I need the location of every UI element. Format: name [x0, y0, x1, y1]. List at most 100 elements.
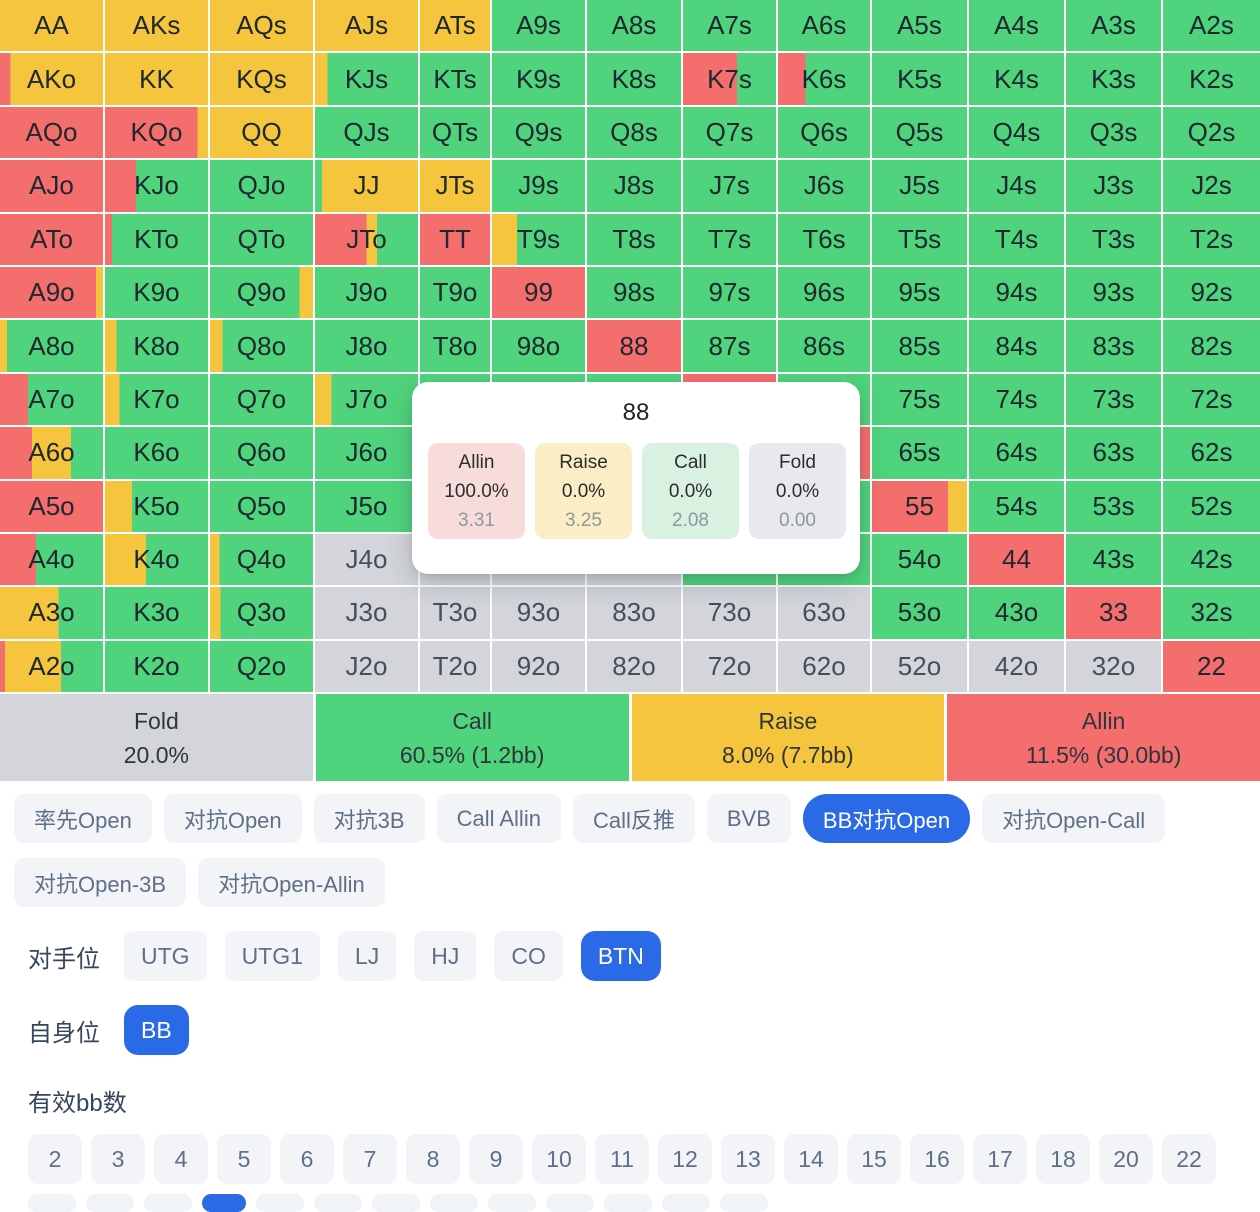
- hand-cell-T4s[interactable]: T4s: [969, 213, 1066, 267]
- hand-cell-94s[interactable]: 94s: [969, 266, 1066, 321]
- hand-cell-T8o[interactable]: T8o: [420, 320, 492, 374]
- bb-option-cutoff-4[interactable]: [256, 1194, 304, 1212]
- hand-cell-K9o[interactable]: K9o: [105, 266, 210, 321]
- hand-cell-44[interactable]: 44: [969, 533, 1066, 588]
- hand-cell-A9o[interactable]: A9o: [0, 266, 105, 321]
- hand-cell-32o[interactable]: 32o: [1066, 640, 1163, 695]
- scenario-tab-对抗open-call[interactable]: 对抗Open-Call: [982, 794, 1166, 843]
- hand-cell-A6s[interactable]: A6s: [778, 0, 872, 54]
- bb-option-cutoff-2[interactable]: [144, 1194, 192, 1212]
- hand-cell-98o[interactable]: 98o: [492, 320, 587, 374]
- bb-option-11[interactable]: 11: [595, 1134, 649, 1184]
- hand-cell-55[interactable]: 55: [872, 480, 969, 534]
- hand-cell-95s[interactable]: 95s: [872, 266, 969, 321]
- hand-cell-J6s[interactable]: J6s: [778, 160, 872, 214]
- hand-cell-K6o[interactable]: K6o: [105, 427, 210, 481]
- hand-cell-J6o[interactable]: J6o: [315, 427, 420, 481]
- hand-cell-43o[interactable]: 43o: [969, 587, 1066, 641]
- hand-cell-AJs[interactable]: AJs: [315, 0, 420, 54]
- hand-cell-98s[interactable]: 98s: [587, 266, 683, 321]
- hand-cell-T7s[interactable]: T7s: [683, 213, 778, 267]
- hand-cell-J3s[interactable]: J3s: [1066, 160, 1163, 214]
- bb-option-9[interactable]: 9: [469, 1134, 523, 1184]
- hand-cell-A7s[interactable]: A7s: [683, 0, 778, 54]
- hand-cell-KTs[interactable]: KTs: [420, 53, 492, 107]
- hand-cell-K3s[interactable]: K3s: [1066, 53, 1163, 107]
- hand-cell-93o[interactable]: 93o: [492, 587, 587, 641]
- hand-cell-99[interactable]: 99: [492, 266, 587, 321]
- hand-cell-K5o[interactable]: K5o: [105, 480, 210, 534]
- hand-cell-52o[interactable]: 52o: [872, 640, 969, 695]
- hand-cell-KJs[interactable]: KJs: [315, 53, 420, 107]
- opponent-position-co[interactable]: CO: [494, 931, 563, 981]
- hand-cell-K5s[interactable]: K5s: [872, 53, 969, 107]
- hand-cell-22[interactable]: 22: [1163, 640, 1260, 695]
- hand-cell-J7s[interactable]: J7s: [683, 160, 778, 214]
- hand-cell-AQo[interactable]: AQo: [0, 106, 105, 161]
- hand-cell-JJ[interactable]: JJ: [315, 160, 420, 214]
- scenario-tab-bb对抗open[interactable]: BB对抗Open: [802, 794, 971, 843]
- hand-cell-A5s[interactable]: A5s: [872, 0, 969, 54]
- hand-cell-65s[interactable]: 65s: [872, 427, 969, 481]
- hand-cell-93s[interactable]: 93s: [1066, 266, 1163, 321]
- hand-cell-J2o[interactable]: J2o: [315, 640, 420, 695]
- scenario-tab-bvb[interactable]: BVB: [706, 794, 791, 843]
- hand-cell-A8s[interactable]: A8s: [587, 0, 683, 54]
- hand-cell-KQs[interactable]: KQs: [210, 53, 315, 107]
- hand-cell-83o[interactable]: 83o: [587, 587, 683, 641]
- hand-cell-53s[interactable]: 53s: [1066, 480, 1163, 534]
- hand-cell-73s[interactable]: 73s: [1066, 373, 1163, 428]
- scenario-tab-call反推[interactable]: Call反推: [572, 794, 695, 843]
- bb-option-12[interactable]: 12: [658, 1134, 712, 1184]
- hand-cell-87s[interactable]: 87s: [683, 320, 778, 374]
- hand-cell-KK[interactable]: KK: [105, 53, 210, 107]
- bb-option-cutoff-0[interactable]: [28, 1194, 76, 1212]
- hand-cell-Q2o[interactable]: Q2o: [210, 640, 315, 695]
- hand-cell-74s[interactable]: 74s: [969, 373, 1066, 428]
- bb-option-16[interactable]: 16: [910, 1134, 964, 1184]
- hand-cell-83s[interactable]: 83s: [1066, 320, 1163, 374]
- bb-option-cutoff-1[interactable]: [86, 1194, 134, 1212]
- bb-option-cutoff-10[interactable]: [604, 1194, 652, 1212]
- hand-cell-K3o[interactable]: K3o: [105, 587, 210, 641]
- hand-cell-Q3o[interactable]: Q3o: [210, 587, 315, 641]
- hand-cell-A8o[interactable]: A8o: [0, 320, 105, 374]
- hand-cell-52s[interactable]: 52s: [1163, 480, 1260, 534]
- hand-cell-73o[interactable]: 73o: [683, 587, 778, 641]
- bb-option-15[interactable]: 15: [847, 1134, 901, 1184]
- hand-cell-Q2s[interactable]: Q2s: [1163, 106, 1260, 161]
- bb-option-17[interactable]: 17: [973, 1134, 1027, 1184]
- hand-cell-QQ[interactable]: QQ: [210, 106, 315, 161]
- hand-cell-86s[interactable]: 86s: [778, 320, 872, 374]
- hand-cell-K4s[interactable]: K4s: [969, 53, 1066, 107]
- hand-cell-62o[interactable]: 62o: [778, 640, 872, 695]
- hand-cell-K6s[interactable]: K6s: [778, 53, 872, 107]
- hand-cell-Q5s[interactable]: Q5s: [872, 106, 969, 161]
- hand-cell-54o[interactable]: 54o: [872, 533, 969, 588]
- hand-cell-A3s[interactable]: A3s: [1066, 0, 1163, 54]
- bb-option-22[interactable]: 22: [1162, 1134, 1216, 1184]
- hand-cell-Q7s[interactable]: Q7s: [683, 106, 778, 161]
- hand-cell-KQo[interactable]: KQo: [105, 106, 210, 161]
- hand-cell-K7o[interactable]: K7o: [105, 373, 210, 428]
- scenario-tab-对抗open[interactable]: 对抗Open: [163, 794, 302, 843]
- hand-cell-54s[interactable]: 54s: [969, 480, 1066, 534]
- bb-option-cutoff-3[interactable]: [202, 1194, 246, 1212]
- scenario-tab-call-allin[interactable]: Call Allin: [436, 794, 561, 843]
- bb-option-4[interactable]: 4: [154, 1134, 208, 1184]
- hand-cell-QJs[interactable]: QJs: [315, 106, 420, 161]
- hand-cell-K8o[interactable]: K8o: [105, 320, 210, 374]
- hand-cell-63o[interactable]: 63o: [778, 587, 872, 641]
- hand-cell-K2o[interactable]: K2o: [105, 640, 210, 695]
- bb-option-cutoff-5[interactable]: [314, 1194, 362, 1212]
- hand-cell-A4s[interactable]: A4s: [969, 0, 1066, 54]
- hand-cell-J9s[interactable]: J9s: [492, 160, 587, 214]
- hand-cell-JTo[interactable]: JTo: [315, 213, 420, 267]
- hand-cell-84s[interactable]: 84s: [969, 320, 1066, 374]
- hand-cell-QTs[interactable]: QTs: [420, 106, 492, 161]
- hand-cell-Q8s[interactable]: Q8s: [587, 106, 683, 161]
- hand-cell-A5o[interactable]: A5o: [0, 480, 105, 534]
- hand-cell-A9s[interactable]: A9s: [492, 0, 587, 54]
- hand-cell-Q9s[interactable]: Q9s: [492, 106, 587, 161]
- hand-cell-42o[interactable]: 42o: [969, 640, 1066, 695]
